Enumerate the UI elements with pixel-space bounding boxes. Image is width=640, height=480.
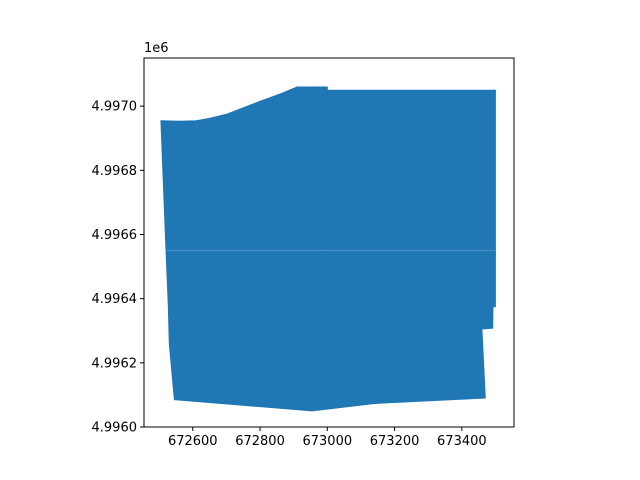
x-tick-label: 673200 <box>370 434 420 449</box>
parcel-polygon-2 <box>296 86 496 251</box>
x-tick-label: 673400 <box>437 434 487 449</box>
y-tick-label: 4.9966 <box>92 228 138 243</box>
axes-frame <box>143 57 515 428</box>
y-tick-label: 4.9970 <box>92 100 138 115</box>
x-tick-label: 672600 <box>168 434 218 449</box>
y-tick-label: 4.9960 <box>92 421 138 436</box>
x-tick-label: 673000 <box>302 434 352 449</box>
y-tick-label: 4.9962 <box>92 356 138 371</box>
parcel-polygon-1 <box>160 86 328 251</box>
polygon-layer <box>160 86 496 412</box>
y-tick-label: 4.9968 <box>92 164 138 179</box>
y-offset-label: 1e6 <box>144 41 169 56</box>
y-tick-label: 4.9964 <box>92 292 138 307</box>
x-tick-label: 672800 <box>235 434 285 449</box>
x-axis: 672600 672800 673000 673200 673400 <box>168 427 487 449</box>
parcel-polygon-3 <box>165 250 496 412</box>
y-axis: 4.9960 4.9962 4.9964 4.9966 4.9968 4.9970 <box>92 100 144 436</box>
